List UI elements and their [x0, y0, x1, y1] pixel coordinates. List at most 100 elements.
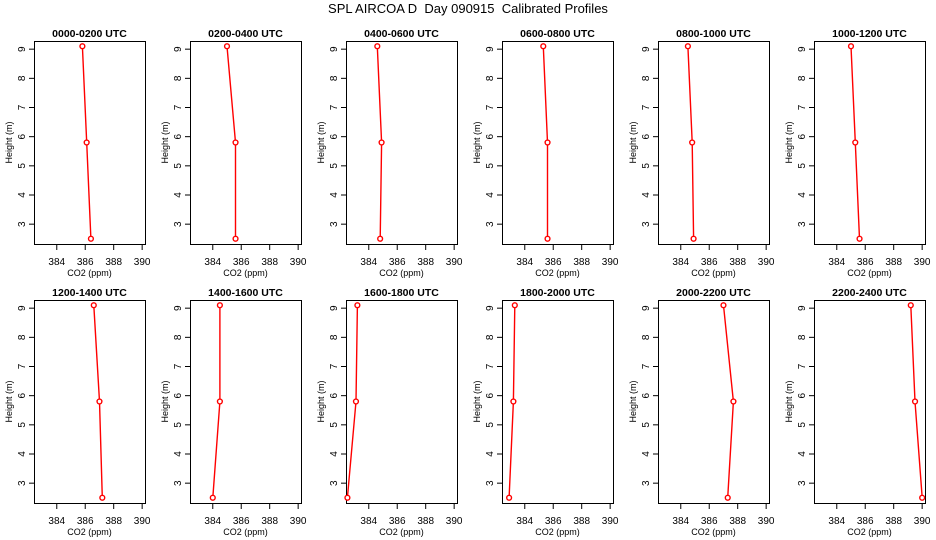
plot-frame — [190, 41, 302, 245]
y-tick-label: 8 — [329, 334, 340, 340]
x-axis-label: CO2 (ppm) — [847, 268, 892, 278]
y-tick-label: 9 — [485, 46, 496, 52]
y-tick-label: 6 — [641, 133, 652, 139]
y-tick-label: 7 — [17, 363, 28, 369]
y-tick-label: 7 — [485, 104, 496, 110]
x-tick-label: 386 — [545, 516, 562, 527]
data-point — [223, 43, 231, 50]
panel-title: 2000-2200 UTC — [676, 287, 751, 299]
y-tick-label: 5 — [797, 163, 808, 169]
x-tick-label: 386 — [857, 516, 874, 527]
panel-title: 0400-0600 UTC — [364, 28, 439, 40]
x-tick-label: 390 — [602, 516, 619, 527]
x-tick-label: 384 — [672, 516, 689, 527]
x-axis-label: CO2 (ppm) — [67, 527, 112, 537]
plot-frame — [346, 41, 458, 245]
y-tick-label: 9 — [329, 46, 340, 52]
x-tick-label: 388 — [417, 257, 434, 268]
y-tick-label: 8 — [797, 334, 808, 340]
x-tick-label: 386 — [701, 257, 718, 268]
x-tick-label: 386 — [77, 257, 94, 268]
y-tick-label: 4 — [173, 192, 184, 198]
plot-frame — [658, 300, 770, 504]
data-point — [377, 235, 384, 242]
x-tick-label: 384 — [204, 257, 221, 268]
y-tick-label: 4 — [641, 192, 652, 198]
panel-title: 1200-1400 UTC — [52, 287, 127, 299]
x-tick-label: 386 — [389, 516, 406, 527]
data-point — [79, 43, 86, 50]
x-tick-label: 384 — [360, 516, 377, 527]
plot-frame — [502, 41, 614, 245]
x-axis-label: CO2 (ppm) — [535, 527, 580, 537]
y-tick-label: 8 — [173, 334, 184, 340]
y-axis-label: Height (m) — [316, 121, 326, 163]
x-tick-label: 388 — [105, 257, 122, 268]
y-tick-label: 5 — [17, 422, 28, 428]
x-tick-label: 390 — [290, 516, 307, 527]
x-tick-label: 386 — [233, 516, 250, 527]
profile-panel: 0200-0400 UTC 384 386 388 390 3 4 5 6 7 8 9 CO2 (ppm… — [160, 28, 307, 278]
profile-panel: 2000-2200 UTC 384 386 388 390 3 4 5 6 7 8 9 CO2 (ppm… — [628, 287, 775, 537]
y-axis-label: Height (m) — [472, 380, 482, 422]
y-tick-label: 4 — [17, 451, 28, 457]
y-axis-label: Height (m) — [160, 121, 170, 163]
y-tick-label: 7 — [485, 363, 496, 369]
plot-frame — [34, 300, 146, 504]
y-tick-label: 6 — [797, 392, 808, 398]
x-axis-label: CO2 (ppm) — [691, 527, 736, 537]
x-tick-label: 386 — [545, 257, 562, 268]
data-point — [344, 494, 351, 501]
x-tick-label: 384 — [516, 257, 533, 268]
y-tick-label: 4 — [17, 192, 28, 198]
profile-panel: 2200-2400 UTC 384 386 388 390 3 4 5 6 7 8 9 CO2 (ppm… — [784, 287, 931, 537]
x-tick-label: 390 — [602, 257, 619, 268]
data-point — [724, 494, 731, 501]
data-point — [232, 235, 239, 242]
y-tick-label: 5 — [17, 163, 28, 169]
y-tick-label: 8 — [173, 75, 184, 81]
data-point — [99, 494, 106, 501]
y-axis-label: Height (m) — [628, 121, 638, 163]
y-tick-label: 5 — [641, 422, 652, 428]
y-axis-label: Height (m) — [316, 380, 326, 422]
x-tick-label: 388 — [105, 516, 122, 527]
plot-frame — [814, 300, 926, 504]
y-tick-label: 3 — [173, 480, 184, 486]
y-tick-label: 9 — [173, 305, 184, 311]
data-point — [378, 139, 385, 146]
data-point — [540, 43, 547, 50]
profile-panel: 1400-1600 UTC 384 386 388 390 3 4 5 6 7 8 9 CO2 (ppm… — [160, 287, 307, 537]
y-tick-label: 7 — [329, 363, 340, 369]
data-point — [544, 139, 551, 146]
y-tick-label: 8 — [797, 75, 808, 81]
y-tick-label: 8 — [17, 334, 28, 340]
y-tick-label: 4 — [797, 192, 808, 198]
data-point — [352, 398, 360, 405]
x-axis-label: CO2 (ppm) — [223, 527, 268, 537]
x-tick-label: 390 — [134, 257, 151, 268]
y-tick-label: 9 — [797, 305, 808, 311]
y-tick-label: 3 — [641, 480, 652, 486]
y-tick-label: 3 — [173, 221, 184, 227]
y-tick-label: 9 — [641, 46, 652, 52]
y-tick-label: 5 — [641, 163, 652, 169]
y-tick-label: 7 — [17, 104, 28, 110]
x-axis-label: CO2 (ppm) — [691, 268, 736, 278]
x-axis-label: CO2 (ppm) — [379, 527, 424, 537]
data-point — [856, 235, 863, 242]
data-point — [684, 43, 691, 50]
plot-frame — [658, 41, 770, 245]
x-tick-label: 386 — [233, 257, 250, 268]
panel-title: 1000-1200 UTC — [832, 28, 907, 40]
x-tick-label: 388 — [729, 257, 746, 268]
x-tick-label: 384 — [360, 257, 377, 268]
x-tick-label: 384 — [48, 257, 65, 268]
data-point — [506, 494, 513, 501]
y-tick-label: 8 — [641, 75, 652, 81]
y-tick-label: 6 — [485, 133, 496, 139]
x-tick-label: 388 — [261, 516, 278, 527]
data-point — [209, 494, 216, 501]
data-point — [87, 235, 95, 242]
